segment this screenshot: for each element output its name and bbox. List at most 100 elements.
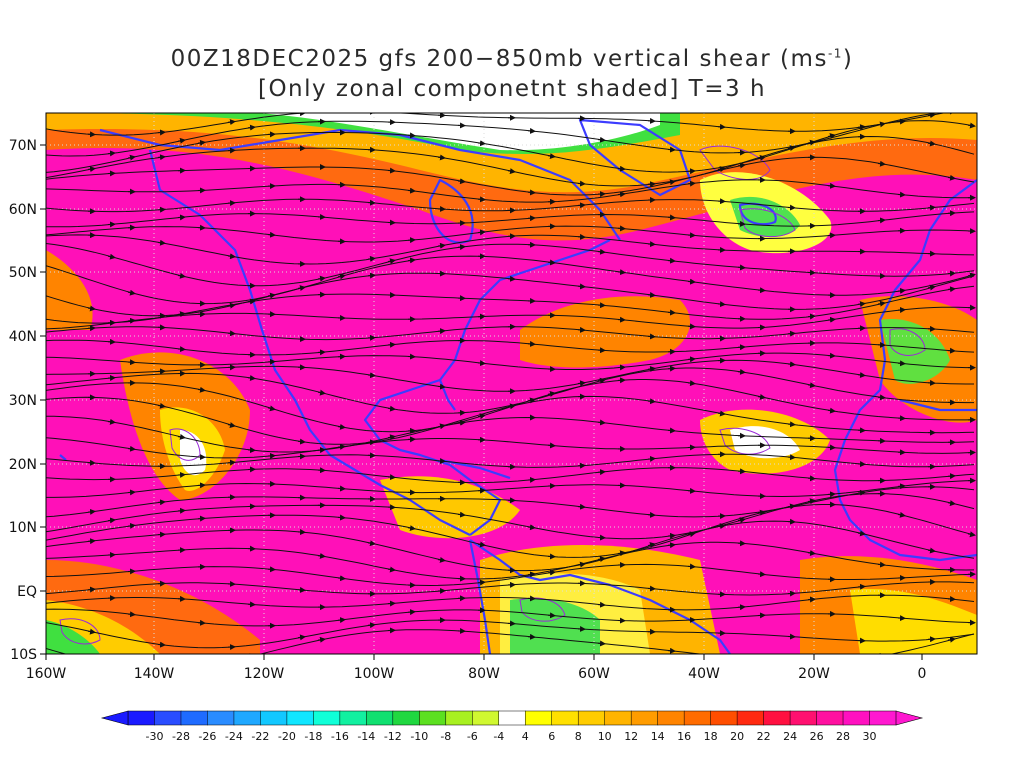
streamline-arrow	[877, 561, 886, 568]
shading-layer	[46, 113, 977, 654]
streamline-arrow	[127, 289, 136, 296]
streamline-arrow	[597, 136, 606, 143]
lon-tick-label: 60W	[578, 666, 610, 682]
streamline-arrow	[197, 386, 206, 393]
chart-title-line-1: 00Z18DEC2025 gfs 200−850mb vertical shea…	[0, 46, 1024, 72]
streamline	[46, 211, 975, 228]
streamline-arrow	[87, 628, 96, 635]
streamline-arrow	[197, 139, 206, 146]
streamline-arrow	[667, 542, 676, 549]
streamline-arrow	[227, 253, 236, 260]
colorbar-label: 18	[704, 730, 718, 743]
streamline-arrow	[547, 390, 556, 397]
colorbar-swatch	[816, 710, 844, 726]
colorbar-label: 10	[598, 730, 612, 743]
streamline-arrow	[687, 380, 696, 387]
streamline-arrow	[337, 273, 346, 280]
streamline-arrow	[107, 517, 116, 524]
lat-tick-label: 20N	[9, 457, 37, 473]
colorbar-label: -16	[331, 730, 349, 743]
lon-tick-label: 0	[918, 666, 927, 682]
streamline-arrow	[547, 569, 556, 576]
streamline-arrow	[597, 377, 606, 384]
streamline-arrow	[267, 231, 276, 238]
streamline-arrow	[967, 272, 976, 279]
streamline-arrow	[407, 257, 416, 264]
streamline	[46, 493, 975, 540]
colorbar-swatch	[736, 710, 765, 726]
colorbar: -30 -28 -26 -24 -22 -20 -18 -16 -14 -12 -10 -8 -6 -4 4…	[100, 710, 924, 743]
streamline-arrow	[737, 162, 746, 169]
streamline-arrow	[107, 253, 116, 260]
longitude-axis: 160W 140W 120W 100W 80W 60W 40W 20W 0	[26, 654, 927, 682]
streamline-arrow	[667, 647, 676, 654]
streamline-arrow	[437, 383, 446, 390]
colorbar-label: -26	[198, 730, 216, 743]
streamline-arrow	[437, 154, 446, 161]
streamline-arrow	[247, 298, 256, 305]
colorbar-label: 6	[548, 730, 555, 743]
colorbar-label: 20	[730, 730, 744, 743]
streamline-arrow	[387, 434, 396, 441]
colorbar-swatch	[842, 710, 871, 726]
streamline-arrow	[387, 474, 396, 481]
streamline-arrow	[897, 287, 906, 294]
streamline-arrow	[717, 410, 726, 417]
streamline-arrow	[547, 153, 556, 160]
streamline-arrow	[477, 579, 486, 586]
streamline-arrow	[647, 455, 656, 462]
colorbar-swatch	[127, 710, 156, 726]
lon-tick-label: 80W	[468, 666, 500, 682]
streamline-arrow	[337, 575, 346, 582]
lon-tick-label: 20W	[798, 666, 830, 682]
streamline-arrow	[667, 179, 676, 186]
colorbar-swatch	[445, 710, 473, 726]
colorbar-label: 28	[836, 730, 850, 743]
streamline-arrow	[317, 552, 326, 559]
streamline-arrow	[337, 443, 346, 450]
colorbar-label: -10	[410, 730, 428, 743]
streamline-arrow	[667, 532, 676, 539]
streamline-arrow	[107, 150, 116, 157]
streamline-arrow	[247, 375, 256, 381]
streamline-arrow	[337, 423, 346, 430]
streamline-arrow	[367, 372, 376, 379]
streamline	[46, 594, 975, 611]
streamline-arrow	[807, 550, 816, 557]
colorbar-swatch	[260, 710, 288, 726]
streamline-arrow	[879, 652, 886, 654]
lon-tick-label: 120W	[244, 666, 285, 682]
colorbar-swatch	[180, 710, 209, 726]
streamline-arrow	[108, 665, 114, 666]
streamline-arrow	[267, 405, 276, 412]
colorbar-label: 14	[651, 730, 665, 743]
streamline-arrow	[127, 317, 136, 324]
lat-tick-label: 10S	[10, 647, 37, 663]
colorbar-swatch	[763, 710, 791, 726]
streamline-arrow	[787, 421, 796, 428]
colorbar-swatch	[524, 710, 553, 726]
lon-tick-label: 100W	[354, 666, 395, 682]
streamline-arrow	[967, 531, 976, 538]
streamline	[46, 467, 975, 484]
streamline	[46, 339, 975, 356]
streamline	[46, 415, 975, 453]
streamline-arrow	[877, 394, 886, 401]
streamline-arrow	[597, 419, 606, 426]
streamline-arrow	[87, 538, 96, 545]
colorbar-label: -8	[440, 730, 451, 743]
streamline-arrow	[827, 182, 836, 189]
streamline-arrow	[107, 418, 116, 425]
streamline-arrow	[127, 522, 136, 529]
streamline-arrow	[477, 413, 486, 420]
title-superscript: -1	[827, 46, 843, 61]
streamline-arrow	[249, 653, 256, 654]
colorbar-swatch	[207, 710, 235, 726]
streamline-arrow	[157, 239, 166, 246]
streamline-arrow	[457, 419, 466, 426]
colorbar-swatch	[154, 710, 182, 726]
streamline-arrow	[297, 438, 306, 445]
streamline-arrow	[787, 361, 796, 368]
streamline-arrow	[857, 372, 866, 378]
colorbar-swatch	[366, 710, 394, 726]
